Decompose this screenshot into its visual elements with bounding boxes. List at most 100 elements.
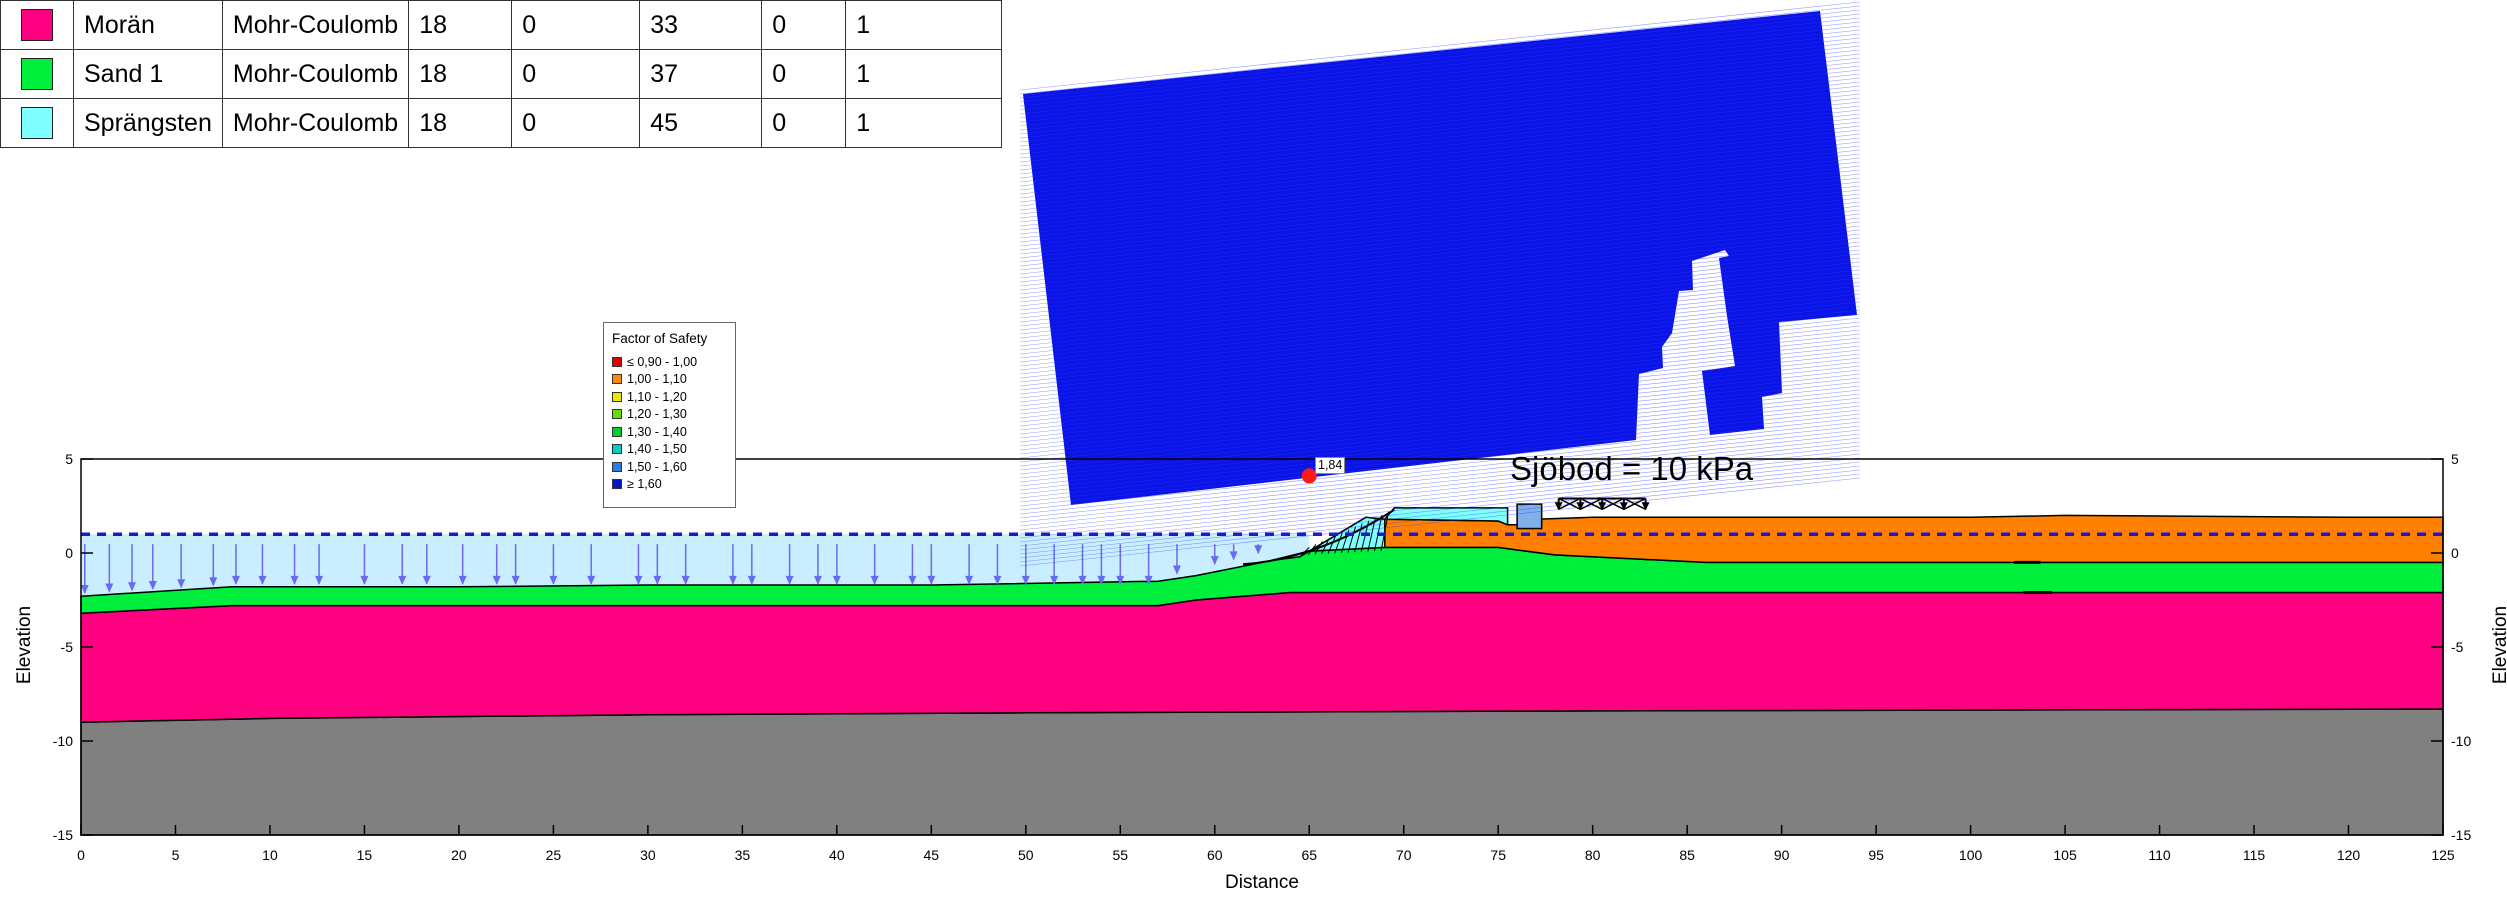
water-pressure-arrowhead	[148, 580, 157, 590]
grid-hatch-line	[1019, 301, 1861, 391]
grid-hatch-line	[1019, 345, 1861, 435]
water-pressure-arrowhead	[1210, 556, 1219, 566]
slice-line	[1321, 538, 1330, 555]
material-model-cell: Mohr-Coulomb	[221, 49, 410, 99]
water-pressure-arrowhead	[728, 575, 737, 585]
grid-hatch-line	[1019, 413, 1861, 503]
grid-hatch-line	[1019, 181, 1861, 271]
load-arrowhead	[1554, 502, 1563, 511]
grid-hatch-line	[1019, 477, 1861, 567]
x-tick-label: 105	[2053, 847, 2077, 863]
material-phi-cell: 33	[639, 0, 763, 50]
grid-hatch-line	[1019, 201, 1861, 291]
water-pressure-arrowhead	[634, 575, 643, 585]
water-pressure-arrowhead	[1254, 545, 1263, 555]
y-axis-title-left: Elevation	[14, 605, 36, 685]
x-tick-label: 65	[1301, 847, 1317, 863]
grid-hatch-line	[1019, 369, 1861, 459]
grid-hatch-line	[1019, 305, 1861, 395]
grid-hatch-line	[1019, 185, 1861, 275]
grid-hatch-line	[1019, 17, 1861, 107]
slice-line	[1367, 517, 1376, 552]
legend-label: 1,20 - 1,30	[627, 407, 687, 422]
grid-hatch-line	[1019, 173, 1861, 263]
legend-item: 1,10 - 1,20	[612, 388, 735, 406]
grid-hatch-line	[1019, 445, 1861, 535]
grid-hatch-line	[1019, 169, 1861, 259]
grid-hatch-line	[1019, 241, 1861, 331]
legend-item: 1,00 - 1,10	[612, 371, 735, 389]
material-c3-cell: 1	[845, 49, 1003, 99]
grid-hatch-line	[1019, 137, 1861, 227]
water-pressure-arrowhead	[1144, 575, 1153, 585]
material-unit-weight-cell: 18	[408, 0, 513, 50]
legend-item: 1,30 - 1,40	[612, 423, 735, 441]
y-tick-label-left: -15	[53, 827, 73, 843]
grid-hatch-line	[1019, 125, 1861, 215]
slice-line	[1354, 523, 1363, 553]
grid-hatch-line	[1019, 1, 1861, 91]
grid-hatch-line	[1019, 225, 1861, 315]
water-pressure-arrowhead	[360, 575, 369, 585]
material-name-cell: Sand 1	[73, 49, 223, 99]
grid-hatch-line	[1019, 133, 1861, 223]
x-tick-label: 125	[2431, 847, 2455, 863]
grid-hatch-line	[1019, 409, 1861, 499]
grid-hatch-line	[1019, 317, 1861, 407]
grid-hatch-line	[1019, 97, 1861, 187]
grid-hatch-line	[1019, 437, 1861, 527]
water-pressure-arrowhead	[927, 575, 936, 585]
material-unit-weight-cell: 18	[408, 49, 513, 99]
material-color-swatch	[21, 107, 53, 139]
grid-hatch-line	[1019, 365, 1861, 455]
load-cross	[1623, 497, 1646, 510]
grid-hatch-line	[1019, 433, 1861, 523]
material-color-swatch	[21, 58, 53, 90]
water-pressure-arrowhead	[785, 575, 794, 585]
y-tick-label-right: -10	[2451, 733, 2471, 749]
x-tick-label: 40	[829, 847, 845, 863]
grid-hatch-line	[1019, 109, 1861, 199]
grid-hatch-line	[1019, 321, 1861, 411]
material-c2-cell: 0	[761, 98, 847, 148]
x-tick-label: 80	[1585, 847, 1601, 863]
grid-hatch-line	[1019, 257, 1861, 347]
grid-hatch-line	[1019, 213, 1861, 303]
legend-label: 1,30 - 1,40	[627, 424, 687, 439]
material-c2-cell: 0	[761, 49, 847, 99]
water-pressure-arrowhead	[209, 577, 218, 587]
water-pressure-arrowhead	[231, 575, 240, 585]
legend-title: Factor of Safety	[612, 331, 708, 346]
legend-swatch	[612, 374, 622, 385]
x-tick-label: 45	[924, 847, 940, 863]
grid-hatch-line	[1019, 325, 1861, 415]
grid-hatch-line	[1019, 177, 1861, 267]
load-cross	[1580, 497, 1603, 510]
x-tick-label: 5	[172, 847, 180, 863]
material-c3-cell: 1	[845, 98, 1003, 148]
x-tick-label: 50	[1018, 847, 1034, 863]
water-pressure-arrowhead	[177, 579, 186, 589]
grid-hatch-line	[1019, 349, 1861, 439]
water-pressure-arrowhead	[458, 575, 467, 585]
water-pressure-arrowhead	[832, 575, 841, 585]
x-tick-label: 0	[77, 847, 85, 863]
water-pressure-arrowhead	[315, 575, 324, 585]
grid-hatch-line	[1019, 5, 1861, 95]
critical-center-point	[1301, 468, 1317, 484]
grid-hatch-line	[1019, 353, 1861, 443]
grid-hatch-line	[1019, 373, 1861, 463]
y-axis-title-right: Elevation	[2490, 605, 2507, 685]
grid-hatch-line	[1019, 21, 1861, 111]
grid-hatch-line	[1019, 405, 1861, 495]
grid-hatch-line	[1019, 25, 1861, 115]
grid-hatch-line	[1019, 341, 1861, 431]
grid-hatch-line	[1019, 397, 1861, 487]
grid-hatch-line	[1019, 337, 1861, 427]
slice-line	[1307, 544, 1317, 555]
y-tick-label-left: -10	[53, 733, 73, 749]
grid-hatch-line	[1019, 389, 1861, 479]
grid-hatch-line	[1019, 101, 1861, 191]
grid-hatch-line	[1019, 205, 1861, 295]
